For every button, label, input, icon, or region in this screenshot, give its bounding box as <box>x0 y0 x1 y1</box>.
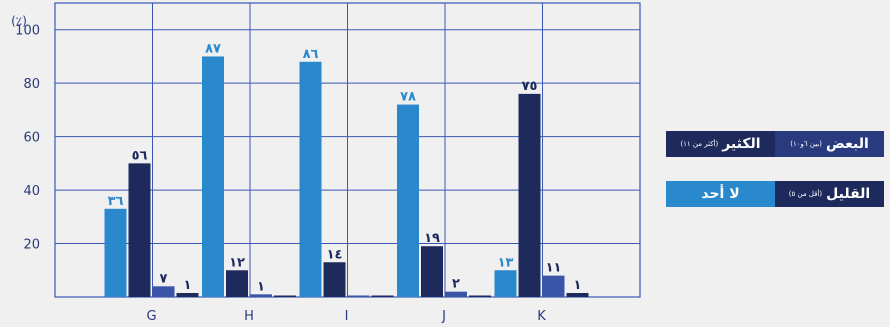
legend-label: لا أحد <box>701 186 740 202</box>
y-tick-label: 100 <box>15 24 40 39</box>
bar-G-series-4 <box>176 292 199 297</box>
bar-G-series-3 <box>152 286 175 297</box>
data-label: ٣٦ <box>108 194 124 209</box>
bar-G-series-1 <box>104 208 127 297</box>
data-label: ٧٨ <box>400 90 416 105</box>
x-tick-label: H <box>244 309 254 324</box>
y-tick-label: 60 <box>23 131 40 146</box>
y-axis-unit: (٪) <box>11 14 27 28</box>
data-label: ٨٦ <box>303 47 319 62</box>
bar-G-series-2 <box>128 163 151 297</box>
data-label: ١٣ <box>498 255 514 270</box>
data-label: ١ <box>574 278 582 293</box>
x-tick-label: J <box>441 309 446 324</box>
legend-row-2: القليل (أقل من ٥) لا أحد <box>666 181 884 207</box>
bar-H-series-2 <box>226 270 248 297</box>
legend-item: القليل (أقل من ٥) <box>775 181 884 207</box>
y-tick-label: 20 <box>23 238 40 253</box>
data-label: ١٩ <box>424 231 440 246</box>
bar-J-series-1 <box>397 104 419 298</box>
bar-H-series-1 <box>202 56 224 297</box>
bar-I-series-3 <box>347 295 370 297</box>
bar-I-series-4 <box>371 295 394 297</box>
legend-item: الكثير (أكثر من ١١) <box>666 131 775 157</box>
bar-J-series-2 <box>421 246 443 297</box>
bar-H-series-3 <box>250 294 272 297</box>
bar-H-series-4 <box>274 295 296 297</box>
data-label: ٥٦ <box>132 148 148 163</box>
legend-item: البعض (بين ٦و١٠) <box>775 131 884 157</box>
legend-label: الكثير <box>722 136 761 152</box>
legend-sublabel: (أكثر من ١١) <box>680 140 719 148</box>
data-label: ١٢ <box>229 255 245 270</box>
x-tick-label: G <box>146 309 156 324</box>
legend-item: لا أحد <box>666 181 775 207</box>
legend-sublabel: (بين ٦و١٠) <box>790 140 822 148</box>
bar-K-series-2 <box>518 93 541 297</box>
bar-K-series-1 <box>494 270 517 297</box>
data-label: ١ <box>184 278 192 293</box>
legend-sublabel: (أقل من ٥) <box>788 190 823 198</box>
bar-K-series-3 <box>542 275 565 297</box>
legend-row-1: البعض (بين ٦و١٠) الكثير (أكثر من ١١) <box>666 131 884 157</box>
bar-J-series-4 <box>469 295 491 297</box>
bar-I-series-2 <box>323 262 346 297</box>
data-label: ١٤ <box>327 247 343 262</box>
x-tick-label: K <box>537 309 546 324</box>
data-label: ٧ <box>160 271 168 286</box>
legend-label: البعض <box>826 136 869 152</box>
y-tick-label: 80 <box>23 77 40 92</box>
bar-K-series-4 <box>566 292 589 297</box>
data-label: ٢ <box>452 277 460 292</box>
x-tick-label: I <box>345 309 349 324</box>
bar-J-series-3 <box>445 291 467 297</box>
y-tick-label: 40 <box>23 184 40 199</box>
bar-I-series-1 <box>299 61 322 297</box>
legend-label: القليل <box>826 186 871 202</box>
data-label: ٨٧ <box>205 41 221 56</box>
data-label: ١ <box>257 279 265 294</box>
data-label: ١١ <box>546 261 562 276</box>
data-label: ٧٥ <box>522 79 538 94</box>
